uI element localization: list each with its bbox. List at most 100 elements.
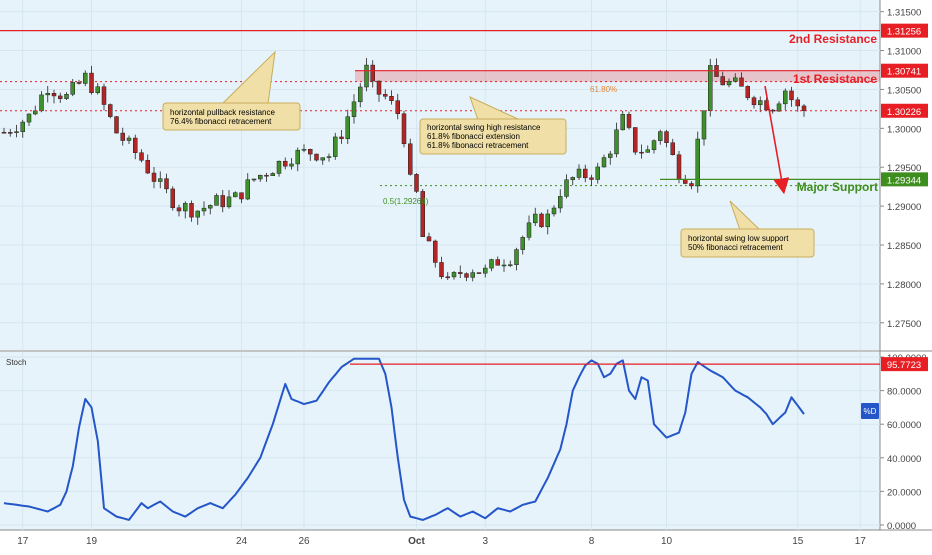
candle-body [670, 142, 675, 155]
candle-body [251, 178, 257, 181]
stoch-y-tick-label: 0.0000 [887, 521, 916, 532]
candle-body [776, 103, 782, 112]
annotation-box [680, 228, 815, 258]
candle-body [489, 259, 494, 269]
stoch-series-badge[interactable] [861, 403, 879, 419]
candle-body [664, 131, 669, 143]
price-badge-label: 1.30226 [887, 107, 921, 118]
candle-body [401, 113, 407, 145]
fib-50-label: 0.5(1.29264) [383, 197, 429, 206]
annotation-box [162, 102, 301, 131]
candle-body [326, 156, 332, 158]
candle-body [70, 82, 75, 95]
y-tick-label: 1.28500 [887, 241, 921, 252]
candle-body [308, 149, 313, 155]
candle-body [695, 138, 700, 187]
x-tick-label: 26 [298, 536, 310, 547]
candle-body [783, 90, 788, 105]
candle-body [276, 160, 282, 174]
candle-body [389, 96, 394, 101]
candle-body [83, 72, 88, 84]
candle-body [433, 240, 438, 263]
second-resistance-label: 2nd Resistance [789, 32, 877, 46]
candle-body [301, 149, 307, 151]
annotation-swing-high-resistance: horizontal swing high resistance 61.8% f… [419, 118, 567, 155]
y-tick-label: 1.29000 [887, 202, 921, 213]
candle-body [120, 132, 125, 141]
candle-body [33, 110, 38, 115]
candle-body [170, 188, 175, 209]
x-tick-label: 10 [661, 536, 673, 547]
candle-body [195, 210, 200, 218]
candle-body [633, 127, 638, 153]
candle-body [395, 100, 400, 114]
candle-body [720, 76, 725, 86]
annotation-line: 61.8% fibonacci extension [427, 132, 520, 141]
x-tick-label: 8 [589, 536, 595, 547]
levels-layer [0, 30, 880, 180]
x-tick-label: Oct [408, 536, 425, 547]
yaxis-layer: 1.31500 1.31000 1.30500 1.30000 1.29500 1.290… [880, 8, 928, 532]
annotation-line: 76.4% fibonacci retracement [170, 117, 272, 126]
candle-body [233, 192, 238, 198]
candle-body [458, 272, 463, 274]
candle-body [1, 131, 7, 134]
annotation-pullback-resistance: horizontal pullback resistance 76.4% fib… [162, 102, 301, 131]
candle-body [370, 64, 375, 82]
annotation-box [419, 118, 567, 155]
candle-body [26, 113, 32, 123]
candle-body [739, 77, 744, 87]
candle-body [701, 110, 707, 140]
candle-body [295, 149, 300, 165]
candle-body [576, 168, 582, 178]
candle-body [114, 116, 119, 134]
candle-body [789, 90, 794, 101]
candle-body [689, 183, 694, 187]
candle-body [464, 273, 469, 278]
x-tick-label: 19 [86, 536, 98, 547]
price-badge [881, 103, 928, 118]
candle-body [551, 207, 557, 215]
candle-body [208, 205, 213, 209]
candle-body [708, 65, 713, 111]
candle-body [333, 136, 338, 157]
candle-body [189, 203, 194, 218]
candle-body [595, 166, 600, 180]
axis-bg [880, 0, 932, 550]
price-badge-label: 1.29344 [887, 175, 921, 186]
candle-body [139, 152, 144, 161]
price-badge [881, 63, 928, 78]
candle-body [733, 77, 738, 82]
price-badge-label: 1.30741 [887, 67, 921, 78]
price-badge [881, 172, 928, 187]
candle-body [383, 94, 388, 97]
candle-body [164, 178, 169, 190]
candle-body [345, 116, 350, 139]
stoch-d-line [3, 357, 805, 521]
stoch-panel-label: Stoch [6, 358, 26, 367]
candle-body [151, 172, 157, 182]
candle-body [39, 94, 44, 112]
candle-body [589, 177, 594, 180]
candle-body [676, 154, 682, 180]
candle-body [558, 196, 563, 209]
candle-body [614, 129, 619, 155]
candle-body [258, 174, 263, 180]
y-tick-label: 1.28000 [887, 280, 921, 291]
candle-body [126, 137, 132, 141]
x-tick-label: 17 [855, 536, 867, 547]
candle-body [758, 100, 763, 106]
candle-body [601, 157, 607, 168]
annotation-line: 61.8% fibonacci retracement [427, 141, 529, 150]
stoch-y-tick-label: 40.0000 [887, 454, 921, 465]
price-panel-bg [0, 0, 880, 350]
candle-body [358, 86, 363, 103]
stoch-layer [3, 357, 880, 521]
x-tick-label: 24 [236, 536, 248, 547]
candle-body [545, 213, 550, 228]
candle-body [608, 153, 613, 158]
candle-body [320, 157, 325, 161]
candle-body [726, 81, 732, 86]
candle-body [214, 195, 219, 206]
